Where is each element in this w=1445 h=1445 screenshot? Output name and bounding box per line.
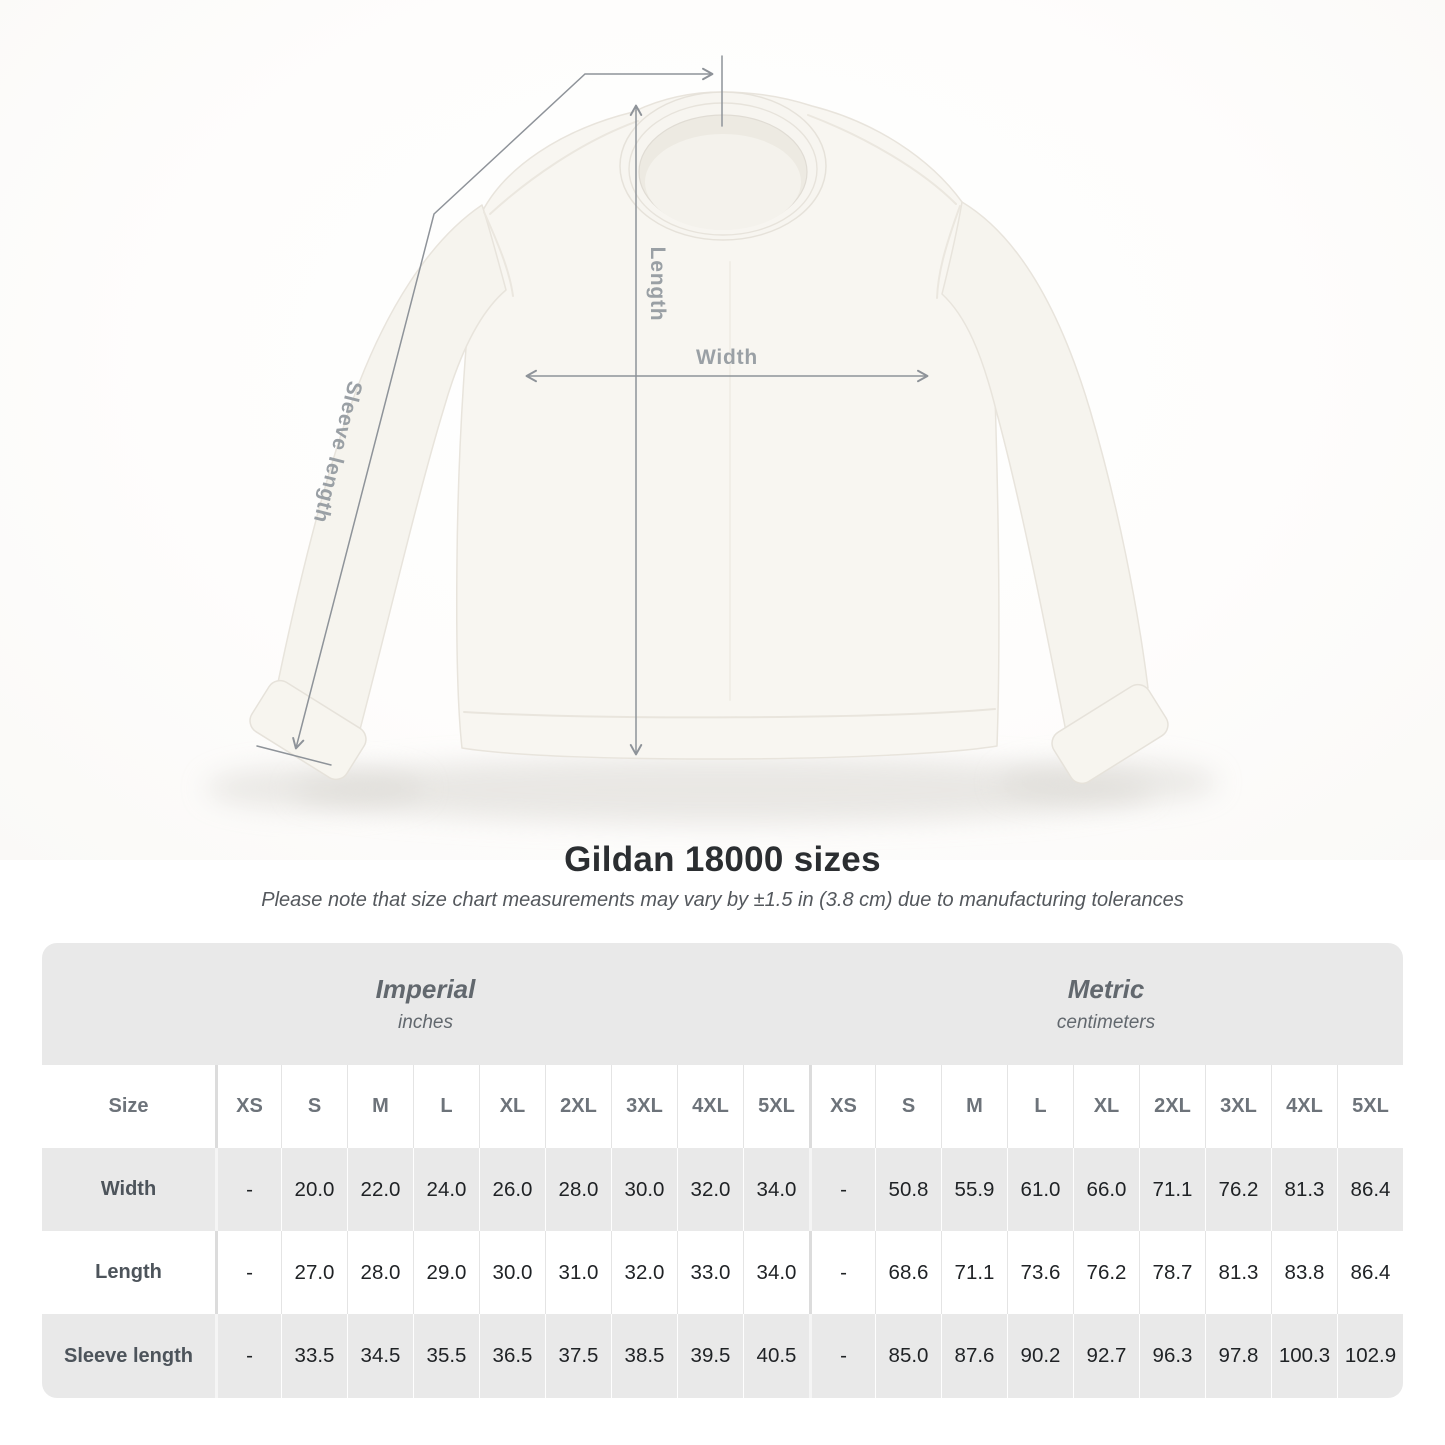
measurement-cell-metric: 87.6 (941, 1314, 1007, 1398)
size-header-metric-s: S (875, 1065, 941, 1148)
measurement-cell-metric: 86.4 (1337, 1148, 1403, 1231)
size-header-imperial-xs: XS (215, 1065, 281, 1148)
measurement-cell-metric: 61.0 (1007, 1148, 1073, 1231)
size-header-metric-3xl: 3XL (1205, 1065, 1271, 1148)
size-header-metric-5xl: 5XL (1337, 1065, 1403, 1148)
heading-block: Gildan 18000 sizes Please note that size… (0, 840, 1445, 912)
size-header-metric-4xl: 4XL (1271, 1065, 1337, 1148)
collar-inner-light (645, 134, 801, 230)
measurement-cell-metric: 50.8 (875, 1148, 941, 1231)
size-table: Imperial inches Metric centimeters Size X… (42, 943, 1403, 1398)
measurement-cell-imperial: 34.5 (347, 1314, 413, 1398)
sweatshirt (249, 91, 1169, 785)
right-cuff (1051, 683, 1169, 785)
measurement-cell-metric: 76.2 (1205, 1148, 1271, 1231)
measurement-cell-metric: 78.7 (1139, 1231, 1205, 1314)
measurement-cell-imperial: 30.0 (479, 1231, 545, 1314)
measurement-cell-metric: 68.6 (875, 1231, 941, 1314)
size-header-metric-xs: XS (809, 1065, 875, 1148)
measurement-cell-imperial: 37.5 (545, 1314, 611, 1398)
size-header-imperial-l: L (413, 1065, 479, 1148)
measurement-cell-metric: 92.7 (1073, 1314, 1139, 1398)
measurement-cell-metric: 85.0 (875, 1314, 941, 1398)
measurement-cell-imperial: 38.5 (611, 1314, 677, 1398)
size-header-imperial-m: M (347, 1065, 413, 1148)
length-dimension-label: Length (646, 246, 669, 322)
metric-label: Metric (1067, 974, 1145, 1004)
measurement-cell-metric: 81.3 (1205, 1231, 1271, 1314)
measurement-cell-metric: - (809, 1148, 875, 1231)
measurement-cell-imperial: 33.5 (281, 1314, 347, 1398)
measurement-cell-metric: - (809, 1231, 875, 1314)
tolerance-note: Please note that size chart measurements… (261, 889, 1184, 911)
size-header-metric-m: M (941, 1065, 1007, 1148)
measurement-cell-imperial: 30.0 (611, 1148, 677, 1231)
imperial-label: Imperial (375, 974, 476, 1004)
size-header-imperial-3xl: 3XL (611, 1065, 677, 1148)
measurement-cell-imperial: 33.0 (677, 1231, 743, 1314)
sweatshirt-illustration (205, 55, 1218, 824)
measurement-cell-metric: 90.2 (1007, 1314, 1073, 1398)
measurement-cell-metric: 102.9 (1337, 1314, 1403, 1398)
measurement-cell-imperial: - (215, 1314, 281, 1398)
measurement-cell-imperial: 27.0 (281, 1231, 347, 1314)
row-label: Sleeve length (42, 1314, 215, 1398)
measurement-cell-imperial: 26.0 (479, 1148, 545, 1231)
measurement-cell-metric: 96.3 (1139, 1314, 1205, 1398)
metric-group-header: Metric centimeters (809, 943, 1403, 1065)
size-header-imperial-4xl: 4XL (677, 1065, 743, 1148)
measurement-cell-imperial: 28.0 (545, 1148, 611, 1231)
size-header-metric-l: L (1007, 1065, 1073, 1148)
measurement-cell-imperial: 32.0 (677, 1148, 743, 1231)
measurement-cell-metric: 55.9 (941, 1148, 1007, 1231)
size-header-imperial-5xl: 5XL (743, 1065, 809, 1148)
size-header-imperial-2xl: 2XL (545, 1065, 611, 1148)
dimension-lines (256, 55, 929, 766)
width-dimension-label: Width (695, 346, 759, 369)
imperial-group-header: Imperial inches (42, 943, 809, 1065)
measurement-cell-imperial: - (215, 1231, 281, 1314)
measurement-cell-metric: 71.1 (1139, 1148, 1205, 1231)
measurement-cell-metric: 83.8 (1271, 1231, 1337, 1314)
measurement-cell-imperial: 34.0 (743, 1148, 809, 1231)
measurement-cell-imperial: 39.5 (677, 1314, 743, 1398)
garment-shadow (205, 756, 1218, 824)
cuff-tick (256, 745, 332, 766)
measurement-cell-imperial: 22.0 (347, 1148, 413, 1231)
size-header-imperial-s: S (281, 1065, 347, 1148)
measurement-cell-metric: - (809, 1314, 875, 1398)
size-column-header: Size (42, 1065, 215, 1148)
measurement-cell-metric: 81.3 (1271, 1148, 1337, 1231)
measurement-cell-imperial: - (215, 1148, 281, 1231)
measurement-cell-metric: 100.3 (1271, 1314, 1337, 1398)
measurement-cell-metric: 86.4 (1337, 1231, 1403, 1314)
measurement-cell-imperial: 28.0 (347, 1231, 413, 1314)
size-header-imperial-xl: XL (479, 1065, 545, 1148)
page-title: Gildan 18000 sizes (564, 840, 881, 879)
imperial-unit: inches (398, 1012, 453, 1033)
measurement-cell-imperial: 35.5 (413, 1314, 479, 1398)
size-header-metric-xl: XL (1073, 1065, 1139, 1148)
measurement-cell-imperial: 29.0 (413, 1231, 479, 1314)
row-label: Length (42, 1231, 215, 1314)
measurement-cell-imperial: 31.0 (545, 1231, 611, 1314)
measurement-cell-imperial: 36.5 (479, 1314, 545, 1398)
measurement-cell-metric: 71.1 (941, 1231, 1007, 1314)
measurement-cell-imperial: 40.5 (743, 1314, 809, 1398)
measurement-cell-metric: 76.2 (1073, 1231, 1139, 1314)
measurement-cell-imperial: 24.0 (413, 1148, 479, 1231)
right-sleeve (941, 201, 1149, 753)
measurement-cell-imperial: 32.0 (611, 1231, 677, 1314)
measurement-cell-imperial: 20.0 (281, 1148, 347, 1231)
metric-unit: centimeters (1056, 1012, 1156, 1033)
row-label: Width (42, 1148, 215, 1231)
measurement-cell-metric: 66.0 (1073, 1148, 1139, 1231)
product-photo: Length Width Sleeve length (0, 0, 1445, 860)
measurement-cell-metric: 97.8 (1205, 1314, 1271, 1398)
sleeve-length-line (292, 67, 714, 750)
size-header-metric-2xl: 2XL (1139, 1065, 1205, 1148)
measurement-cell-imperial: 34.0 (743, 1231, 809, 1314)
measurement-cell-metric: 73.6 (1007, 1231, 1073, 1314)
